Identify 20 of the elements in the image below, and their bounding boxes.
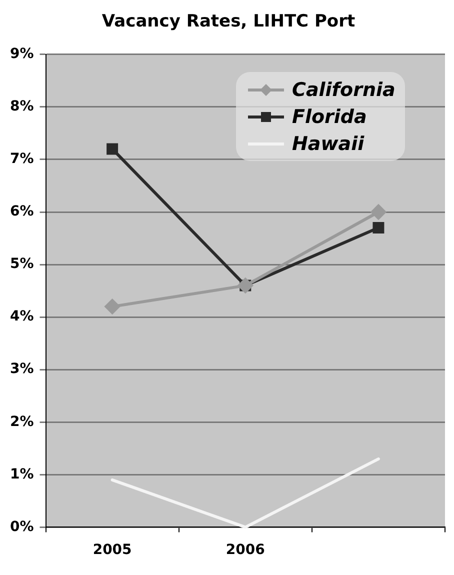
y-tick-label: 9% <box>10 46 34 62</box>
x-tick-label: 2006 <box>226 542 265 558</box>
legend-label: California <box>292 78 396 101</box>
point <box>106 143 118 155</box>
x-tick-label: 2005 <box>92 542 132 558</box>
point <box>104 299 120 314</box>
y-tick-label: 3% <box>10 361 34 378</box>
legend-label: Hawaii <box>292 132 364 155</box>
point <box>370 204 386 220</box>
legend-label: Florida <box>292 106 367 128</box>
y-tick-label: 6% <box>10 204 34 220</box>
y-tick-label: 2% <box>10 414 34 430</box>
y-tick-label: 5% <box>10 256 34 272</box>
chart-title: Vacancy Rates, LIHTC Port <box>102 12 356 32</box>
y-tick-label: 8% <box>10 98 34 115</box>
y-tick-label: 0% <box>10 518 34 535</box>
y-tick-label: 4% <box>10 308 34 325</box>
point <box>372 222 384 234</box>
y-tick-label: 7% <box>10 151 34 168</box>
y-tick-label: 1% <box>10 466 34 482</box>
